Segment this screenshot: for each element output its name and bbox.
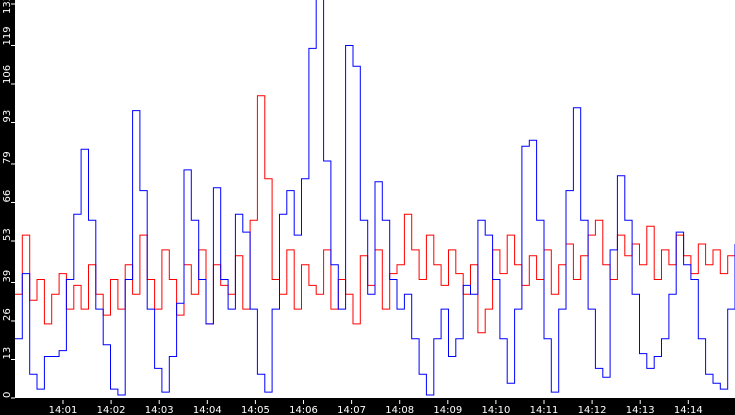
y-tick-label: 79 [2,151,13,164]
x-tick-label: 14:07 [337,405,366,415]
x-tick-label: 14:11 [530,405,559,415]
y-tick-label: 26 [2,308,13,321]
y-tick-label: 66 [2,190,13,203]
x-tick-label: 14:01 [49,405,78,415]
x-tick-label: 14:06 [289,405,318,415]
x-axis: 14:01 14:02 14:03 14:04 14:05 14:06 14:07 14:08… [49,400,703,415]
x-tick-label: 14:14 [674,405,703,415]
x-tick-label: 14:09 [433,405,462,415]
y-tick-label: 53 [2,228,13,241]
x-tick-label: 14:05 [241,405,270,415]
x-tick-label: 14:13 [626,405,655,415]
y-tick-label: 119 [2,26,13,45]
x-tick-label: 14:03 [145,405,174,415]
x-tick-label: 14:04 [193,405,222,415]
series-blue-line [15,0,735,396]
y-tick-label: 39 [2,270,13,283]
y-tick-label: 93 [2,110,13,123]
y-tick-label: 106 [2,65,13,84]
x-tick-label: 14:02 [97,405,126,415]
y-tick-label: 133 [2,0,13,14]
y-tick-label: 0 [2,392,13,398]
x-tick-label: 14:10 [481,405,510,415]
y-axis: 0 13 26 39 53 66 79 93 106 119 133 [2,0,15,399]
y-tick-label: 13 [2,347,13,360]
x-tick-label: 14:08 [385,405,414,415]
x-tick-label: 14:12 [578,405,607,415]
